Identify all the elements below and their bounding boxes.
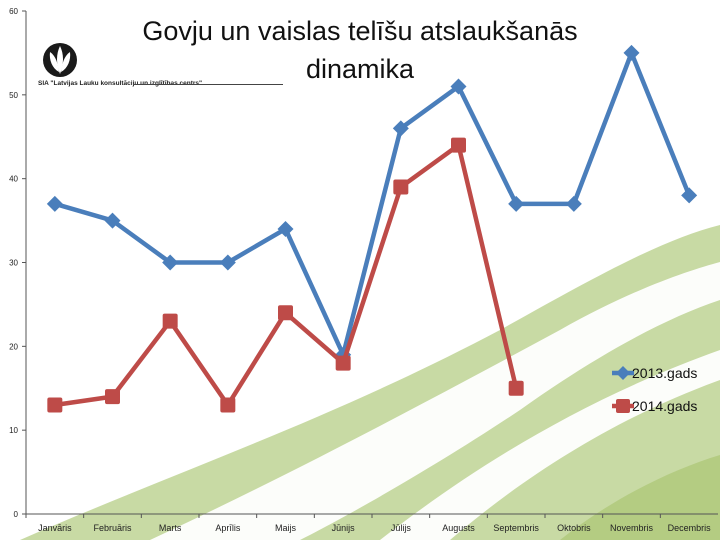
data-point-marker bbox=[105, 389, 120, 405]
data-point-marker bbox=[681, 187, 698, 204]
data-point-marker bbox=[104, 212, 121, 229]
data-point-marker bbox=[508, 380, 524, 396]
legend-marker bbox=[616, 399, 630, 413]
organization-logo: SIA "Latvijas Lauku konsultāciju un izgl… bbox=[38, 42, 283, 92]
leaf-emblem-icon bbox=[43, 43, 77, 77]
data-point-marker bbox=[392, 120, 409, 137]
data-point-marker bbox=[220, 397, 236, 413]
x-tick-label: Augusts bbox=[442, 523, 475, 533]
logo-text: SIA "Latvijas Lauku konsultāciju un izgl… bbox=[38, 80, 203, 87]
y-tick-label: 0 bbox=[14, 510, 19, 519]
series-layer bbox=[46, 44, 698, 413]
legend-label: 2013.gads bbox=[632, 365, 697, 381]
data-point-marker bbox=[162, 254, 179, 271]
data-point-marker bbox=[565, 195, 582, 212]
legend-label: 2014.gads bbox=[632, 398, 697, 414]
data-point-marker bbox=[278, 305, 293, 321]
x-tick-label: Jūnijs bbox=[332, 523, 356, 533]
x-tick-label: Maijs bbox=[275, 523, 297, 533]
data-point-marker bbox=[47, 397, 63, 413]
x-tick-label: Oktobris bbox=[557, 523, 591, 533]
x-tick-label: Jūlijs bbox=[391, 523, 412, 533]
legend-marker bbox=[616, 366, 630, 380]
data-point-marker bbox=[508, 195, 525, 212]
y-tick-label: 30 bbox=[9, 259, 18, 268]
x-tick-label: Marts bbox=[159, 523, 182, 533]
data-point-marker bbox=[277, 220, 294, 237]
axes: 0 10 20 30 40 50 60 Janvāris Februāris Marts Aprīl… bbox=[9, 7, 718, 533]
data-point-marker bbox=[219, 254, 236, 271]
background-decoration bbox=[20, 225, 720, 540]
series-line bbox=[52, 50, 692, 357]
x-tick-label: Decembris bbox=[668, 523, 712, 533]
data-point-marker bbox=[46, 195, 63, 212]
y-tick-label: 60 bbox=[9, 7, 18, 16]
y-tick-label: 50 bbox=[9, 91, 18, 100]
y-tick-label: 40 bbox=[9, 175, 18, 184]
y-tick-label: 10 bbox=[9, 426, 18, 435]
series-2 bbox=[47, 137, 524, 413]
x-tick-label: Septembris bbox=[493, 523, 539, 533]
chart-title: Govju un vaislas telīšu atslaukšanās din… bbox=[142, 16, 578, 84]
data-point-marker bbox=[393, 179, 409, 195]
y-tick-label: 20 bbox=[9, 342, 18, 351]
x-tick-label: Novembris bbox=[610, 523, 654, 533]
data-point-marker bbox=[162, 313, 178, 329]
data-point-marker bbox=[450, 78, 467, 95]
data-point-marker bbox=[335, 355, 351, 371]
data-point-marker bbox=[623, 44, 640, 61]
legend: 2013.gads 2014.gads bbox=[612, 365, 697, 414]
logo-underline bbox=[133, 84, 283, 85]
x-tick-label: Februāris bbox=[93, 523, 132, 533]
x-tick-label: Janvāris bbox=[38, 523, 72, 533]
data-point-marker bbox=[451, 137, 466, 153]
x-tick-label: Aprīlis bbox=[215, 523, 241, 533]
